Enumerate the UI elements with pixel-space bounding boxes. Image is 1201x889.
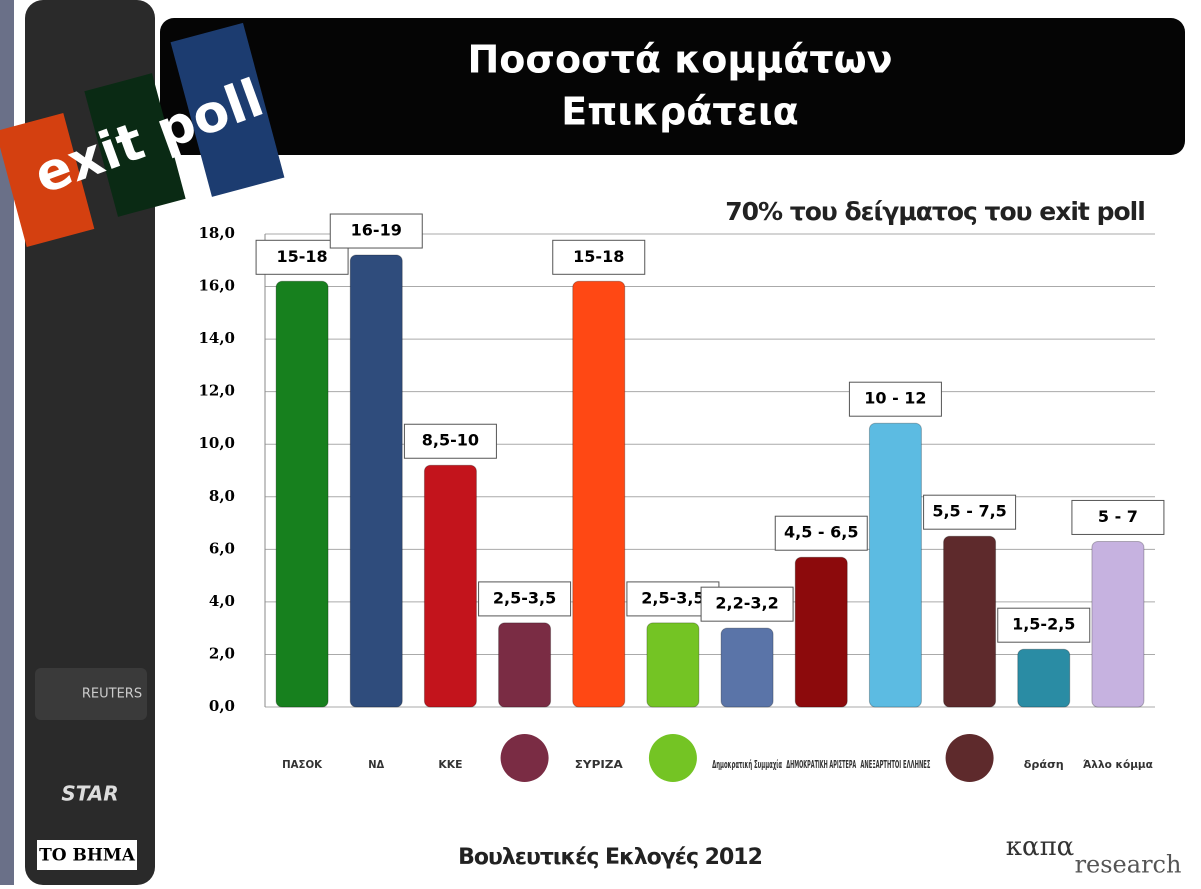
brand: research: [1075, 851, 1182, 879]
annotation-box: [403, 423, 497, 459]
plot: 0,0 2,0 4,0 6,0 8,0 10,0 12,0 14,0 16,0 18,0 15-18…: [198, 213, 1165, 782]
x-tick-label: ΣΥΡΙΖΑ: [575, 758, 624, 771]
bar: [646, 622, 700, 708]
party-logo: [945, 734, 994, 782]
title: Επικράτεια: [561, 90, 798, 134]
bar: [868, 422, 922, 708]
y-tick-label: 0,0: [209, 697, 235, 715]
x-tick-label: Άλλο κόμμα: [1083, 758, 1153, 771]
badge-block: [170, 22, 285, 197]
vima-logo: [37, 840, 137, 870]
annotation-box: [923, 494, 1017, 530]
x-tick-label: ΚΚΕ: [438, 758, 462, 771]
party-logo: [500, 734, 549, 782]
annotation: 5 - 7: [1098, 507, 1138, 526]
badge-block: [0, 112, 95, 248]
bar: [572, 280, 626, 708]
bar: [498, 622, 552, 708]
y-tick-label: 16,0: [198, 277, 235, 295]
x-tick-label: ΠΑΣΟΚ: [282, 758, 322, 771]
annotation: 2,2-3,2: [715, 594, 778, 613]
annotation-box: [997, 607, 1091, 643]
bar: [1091, 540, 1145, 708]
subtitle: 70% του δείγματος του exit poll: [725, 197, 1145, 226]
annotation: 4,5 - 6,5: [784, 523, 858, 542]
annotation: 2,5-3,5: [493, 588, 556, 607]
bar: [275, 280, 329, 708]
bar: [720, 627, 774, 708]
header-banner: [160, 18, 1185, 155]
vima-text: ΤΟ ΒΗΜΑ: [39, 846, 136, 866]
y-tick-label: 12,0: [198, 382, 235, 400]
y-tick-label: 6,0: [209, 539, 235, 557]
bar: [943, 535, 997, 708]
bar: [349, 254, 403, 708]
brand: καπα: [1006, 832, 1074, 862]
reuters-text: REUTERS: [82, 687, 142, 702]
y-tick-label: 14,0: [198, 329, 235, 347]
reuters-logo: [35, 668, 147, 720]
title: Ποσοστά κομμάτων: [467, 38, 892, 82]
bar: [423, 464, 477, 708]
y-tick-label: 10,0: [198, 434, 235, 452]
party-logo: [648, 734, 697, 782]
x-tick-label: ΑΝΕΞΑΡΤΗΤΟΙ ΕΛΛΗΝΕΣ: [860, 758, 930, 771]
y-tick-label: 4,0: [209, 592, 235, 610]
annotation: 16-19: [351, 221, 402, 240]
annotation-box: [478, 581, 572, 617]
annotation: 10 - 12: [864, 389, 926, 408]
annotation-box: [552, 239, 646, 275]
annotation: 1,5-2,5: [1012, 615, 1075, 634]
annotation: 5,5 - 7,5: [932, 502, 1006, 521]
y-tick-label: 8,0: [209, 487, 235, 505]
annotation: 2,5-3,5: [641, 588, 704, 607]
x-tick-label: ΔΗΜΟΚΡΑΤΙΚΗ ΑΡΙΣΤΕΡΑ: [786, 758, 856, 771]
y-tick-label: 18,0: [198, 224, 235, 242]
annotation: 15-18: [276, 247, 327, 266]
badge-block: [84, 73, 186, 217]
star-text: STAR: [61, 782, 118, 806]
x-tick-label: δράση: [1024, 758, 1064, 771]
footer-title: Βουλευτικές Εκλογές 2012: [458, 845, 762, 870]
annotation-box: [329, 213, 423, 249]
annotation-box: [848, 381, 942, 417]
bar: [1017, 648, 1071, 708]
edge: [0, 0, 14, 885]
x-tick-label: Δημοκρατική Συμμαχία: [712, 758, 782, 771]
annotation: 8,5-10: [422, 431, 479, 450]
annotation-box: [1071, 499, 1165, 535]
annotation: 15-18: [573, 247, 624, 266]
annotation-box: [700, 586, 794, 622]
annotation-box: [774, 515, 868, 551]
y-tick-label: 2,0: [209, 644, 235, 662]
x-tick-label: ΝΔ: [368, 758, 384, 771]
bar: [794, 556, 848, 708]
